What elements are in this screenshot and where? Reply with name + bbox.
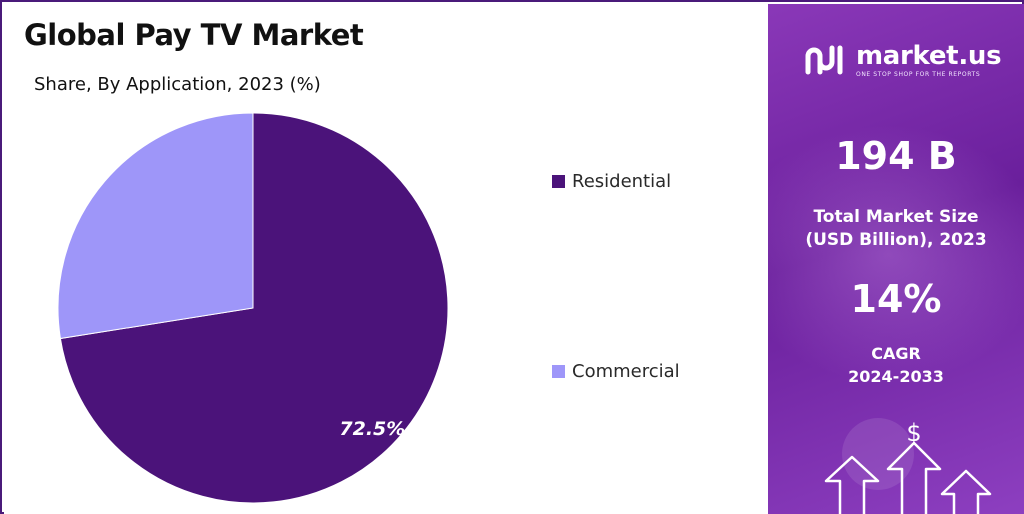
brand-logo: market.us ONE STOP SHOP FOR THE REPORTS [804, 40, 1002, 78]
cagr-value: 14% [850, 277, 942, 321]
pie-slice-residential [59, 112, 449, 504]
brand-name: market.us [856, 40, 1002, 71]
stats-panel: market.us ONE STOP SHOP FOR THE REPORTS … [768, 4, 1024, 514]
legend-item-residential: Residential [552, 171, 671, 192]
legend-label-residential: Residential [572, 171, 672, 192]
pie-slice-commercial [57, 112, 254, 340]
legend-item-commercial: Commercial [552, 361, 680, 382]
dollar-arrows-icon: $ [824, 418, 992, 514]
cagr-label: CAGR [871, 344, 921, 363]
chart-title: Global Pay TV Market [24, 18, 364, 52]
legend-swatch-commercial [552, 365, 565, 378]
dollar-symbol: $ [906, 419, 921, 447]
market-us-logo-icon [805, 45, 843, 75]
legend-label-commercial: Commercial [572, 361, 680, 382]
chart-subtitle: Share, By Application, 2023 (%) [34, 74, 321, 95]
cagr-period: 2024-2033 [848, 367, 944, 386]
market-size-label: Total Market Size [813, 207, 979, 227]
market-size-value: 194 B [835, 134, 957, 178]
panel-glow [768, 124, 1024, 384]
brand-tagline: ONE STOP SHOP FOR THE REPORTS [856, 70, 981, 78]
market-size-unit: (USD Billion), 2023 [805, 230, 987, 250]
chart-panel: Global Pay TV Market Share, By Applicati… [4, 4, 768, 514]
pie-chart: 72.5% [57, 112, 449, 504]
legend-swatch-residential [552, 175, 565, 188]
data-label-residential: 72.5% [339, 418, 405, 440]
